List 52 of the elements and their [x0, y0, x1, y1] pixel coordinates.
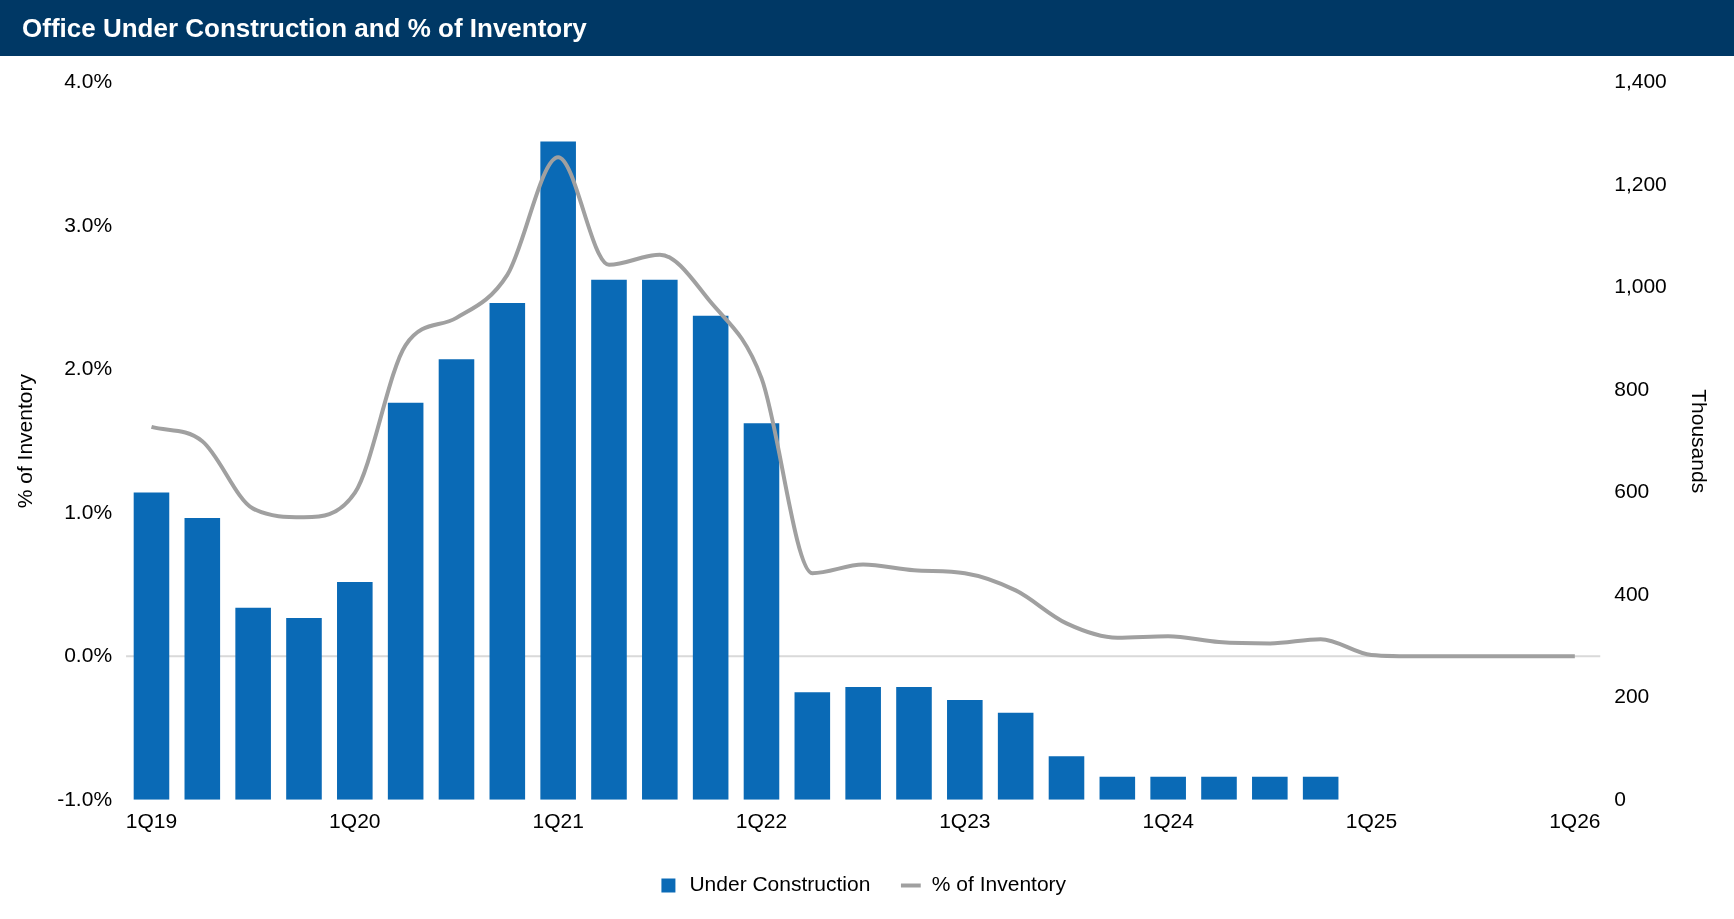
x-tick-label: 1Q26 [1549, 809, 1601, 833]
x-tick-label: 1Q24 [1142, 809, 1195, 833]
bar [591, 279, 627, 800]
y2-axis-title: Thousands [1687, 389, 1711, 494]
bar [1048, 756, 1085, 800]
y-tick-label: 4.0% [64, 69, 113, 93]
bar [1150, 776, 1186, 800]
x-tick-label: 1Q23 [939, 809, 991, 833]
y2-tick-label: 1,000 [1614, 274, 1667, 298]
y-tick-label: 3.0% [64, 212, 113, 236]
x-tick-label: 1Q21 [532, 809, 584, 833]
bar [845, 687, 881, 800]
x-tick-label: 1Q19 [125, 809, 178, 833]
legend-label: Under Construction [689, 872, 871, 896]
bar [896, 687, 932, 800]
bar [743, 423, 780, 800]
bar [1252, 776, 1288, 800]
y-tick-label: -1.0% [57, 786, 113, 810]
bar [286, 617, 322, 800]
y-tick-label: 2.0% [64, 356, 113, 380]
legend-label: % of Inventory [931, 872, 1067, 896]
bar [337, 582, 373, 800]
bar [489, 302, 526, 800]
y2-tick-label: 400 [1614, 581, 1650, 605]
bar [133, 492, 170, 800]
bar [1099, 776, 1136, 800]
bar [997, 712, 1034, 800]
x-tick-label: 1Q25 [1345, 809, 1398, 833]
bar [184, 518, 221, 800]
y2-tick-label: 600 [1614, 479, 1650, 503]
bar [794, 692, 831, 800]
y2-tick-label: 800 [1614, 376, 1650, 400]
line-series [149, 155, 1577, 659]
chart-title: Office Under Construction and % of Inventory [0, 0, 1734, 56]
y2-tick-label: 1,200 [1614, 171, 1667, 195]
y2-tick-label: 1,400 [1614, 69, 1667, 93]
y-axis-title: % of Inventory [13, 373, 37, 509]
bar [387, 402, 424, 800]
bar [947, 699, 983, 800]
bar [1302, 776, 1339, 800]
x-tick-label: 1Q20 [329, 809, 381, 833]
bar [235, 607, 271, 800]
bar [540, 141, 576, 800]
y-tick-label: 0.0% [64, 643, 113, 667]
y2-tick-label: 0 [1614, 786, 1626, 810]
bar [642, 279, 678, 800]
bar [692, 315, 729, 800]
x-tick-label: 1Q22 [735, 809, 788, 833]
bar [1201, 776, 1237, 800]
bar [438, 359, 475, 800]
y2-tick-label: 200 [1614, 684, 1650, 708]
y-tick-label: 1.0% [64, 499, 113, 523]
